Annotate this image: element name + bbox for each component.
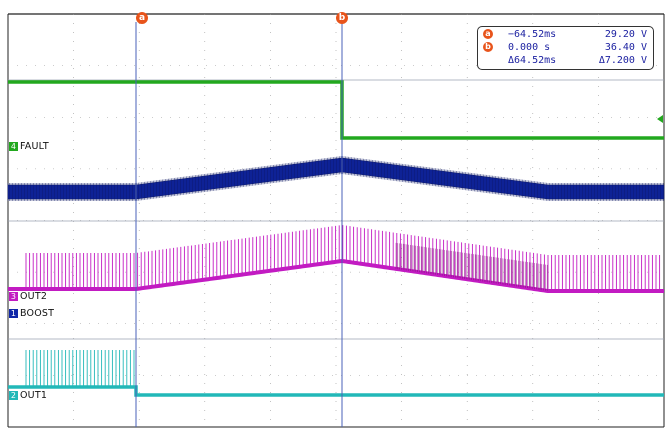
- fault-label: FAULT: [20, 141, 49, 152]
- channel-3-icon: 3: [9, 292, 18, 301]
- cursor-b-time: 0.000 s: [508, 42, 551, 53]
- cursor-b-row: b 0.000 s 36.40 V: [478, 42, 653, 55]
- channel-label-boost: 1 BOOST: [9, 308, 54, 319]
- channel-label-fault: 4 FAULT: [9, 141, 49, 152]
- trigger-marker-icon: [657, 115, 663, 123]
- delta-row: Δ64.52ms Δ7.200 V: [478, 55, 653, 68]
- channel-label-out1: 2 OUT1: [9, 390, 47, 401]
- channel-1-icon: 1: [9, 309, 18, 318]
- cursor-a-row: a −64.52ms 29.20 V: [478, 29, 653, 42]
- cursor-b-marker[interactable]: b: [336, 12, 348, 24]
- cursor-readout-panel: a −64.52ms 29.20 V b 0.000 s 36.40 V Δ64…: [477, 26, 654, 70]
- channel-label-out2: 3 OUT2: [9, 291, 47, 302]
- grid: [8, 14, 664, 427]
- out1-pulses: [25, 350, 135, 387]
- delta-time: Δ64.52ms: [508, 55, 557, 66]
- cursor-a-value: 29.20 V: [604, 29, 647, 40]
- cursor-b-value: 36.40 V: [604, 42, 647, 53]
- boost-label: BOOST: [20, 308, 55, 319]
- cursor-a-time: −64.52ms: [508, 29, 557, 40]
- out1-label: OUT1: [20, 390, 48, 401]
- boost-noise: [7, 156, 664, 201]
- channel-4-icon: 4: [9, 142, 18, 151]
- out2-pulses: [25, 225, 661, 291]
- out2-baseline: [8, 258, 664, 293]
- cursor-a-marker[interactable]: a: [136, 12, 148, 24]
- out2-label: OUT2: [20, 291, 48, 302]
- cursor-b-badge: b: [483, 42, 493, 52]
- delta-value: Δ7.200 V: [598, 55, 647, 66]
- channel-2-icon: 2: [9, 391, 18, 400]
- cursor-a-badge: a: [483, 29, 493, 39]
- out2-dense-band: [395, 242, 548, 291]
